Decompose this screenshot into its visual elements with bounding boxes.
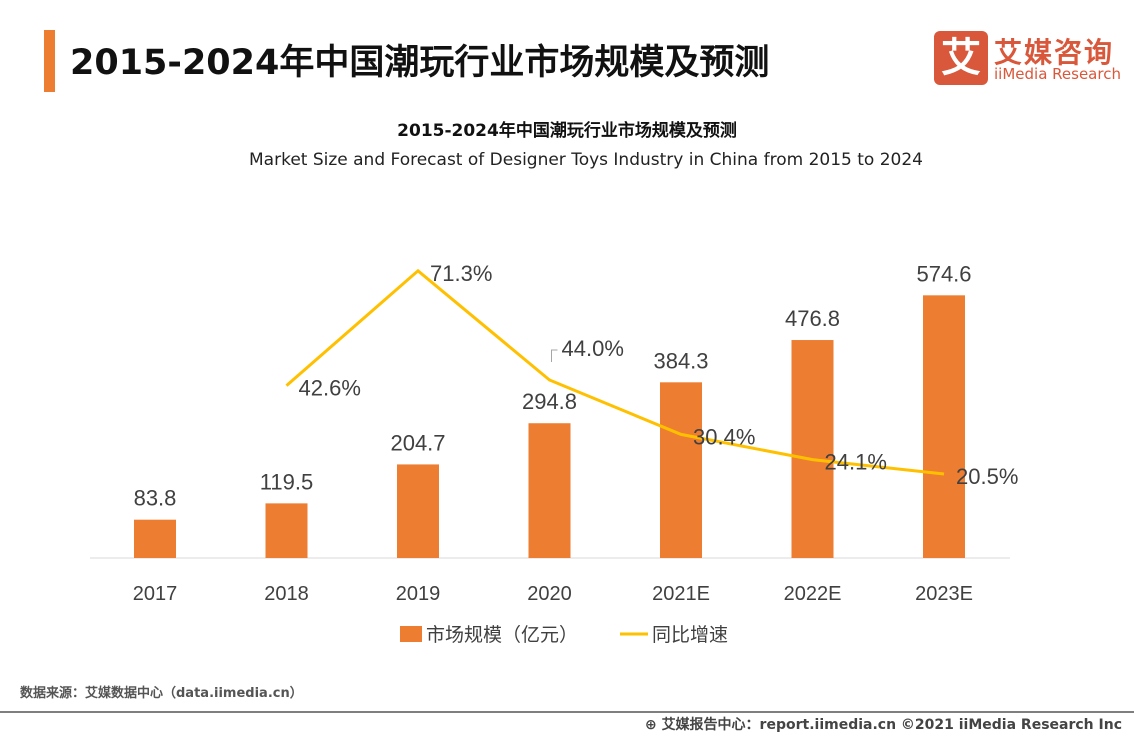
chart-subtitle: Market Size and Forecast of Designer Toy… — [249, 150, 923, 170]
bar-label: 384.3 — [653, 348, 708, 373]
line-label: 44.0% — [562, 336, 624, 361]
logo-cn: 艾媒咨询 — [994, 36, 1115, 69]
title-accent-bar — [44, 30, 55, 92]
legend-label-bar: 市场规模（亿元） — [426, 624, 578, 646]
x-tick-label: 2021E — [652, 583, 710, 605]
x-tick-label: 2022E — [784, 583, 842, 605]
globe-icon: ⊕ — [644, 717, 662, 733]
bar-label: 476.8 — [785, 306, 840, 331]
line-label: 30.4% — [693, 424, 755, 449]
iimedia-logo: 艾 艾媒咨询 iiMedia Research — [934, 31, 1124, 87]
bar — [791, 340, 834, 558]
x-tick-label: 2020 — [527, 583, 572, 605]
x-tick-label: 2017 — [133, 583, 178, 605]
footer-credit-text: 艾媒报告中心：report.iimedia.cn ©2021 iiMedia R… — [661, 717, 1122, 733]
bar-label: 119.5 — [260, 469, 313, 494]
bar — [134, 519, 176, 558]
chart-title: 2015-2024年中国潮玩行业市场规模及预测 — [397, 121, 737, 141]
footer-credit: ⊕ 艾媒报告中心：report.iimedia.cn ©2021 iiMedia… — [645, 714, 1122, 734]
bar — [397, 464, 439, 558]
data-source: 数据来源：艾媒数据中心（data.iimedia.cn） — [20, 686, 303, 701]
bar — [923, 295, 965, 558]
legend-label-line: 同比增速 — [652, 624, 728, 646]
line-label: 71.3% — [430, 261, 492, 286]
legend-swatch-bar — [400, 626, 422, 642]
bar-label: 83.8 — [134, 486, 177, 511]
bar — [265, 503, 308, 558]
bar — [660, 382, 702, 558]
bar-label: 574.6 — [916, 261, 971, 286]
footer-divider — [0, 711, 1134, 713]
line-label: 42.6% — [299, 376, 361, 401]
bar-label: 204.7 — [390, 430, 445, 455]
x-tick-label: 2023E — [915, 583, 973, 605]
line-label: 24.1% — [825, 450, 887, 475]
logo-en: iiMedia Research — [994, 65, 1121, 83]
growth-line — [285, 268, 945, 476]
page-title: 2015-2024年中国潮玩行业市场规模及预测 — [70, 43, 770, 83]
label-leader-line — [551, 349, 558, 362]
x-tick-label: 2019 — [396, 583, 441, 605]
bar-label: 294.8 — [522, 389, 577, 414]
logo-mark: 艾 — [934, 31, 988, 85]
line-label: 20.5% — [956, 464, 1018, 489]
x-tick-label: 2018 — [264, 583, 309, 605]
bar — [528, 423, 571, 558]
